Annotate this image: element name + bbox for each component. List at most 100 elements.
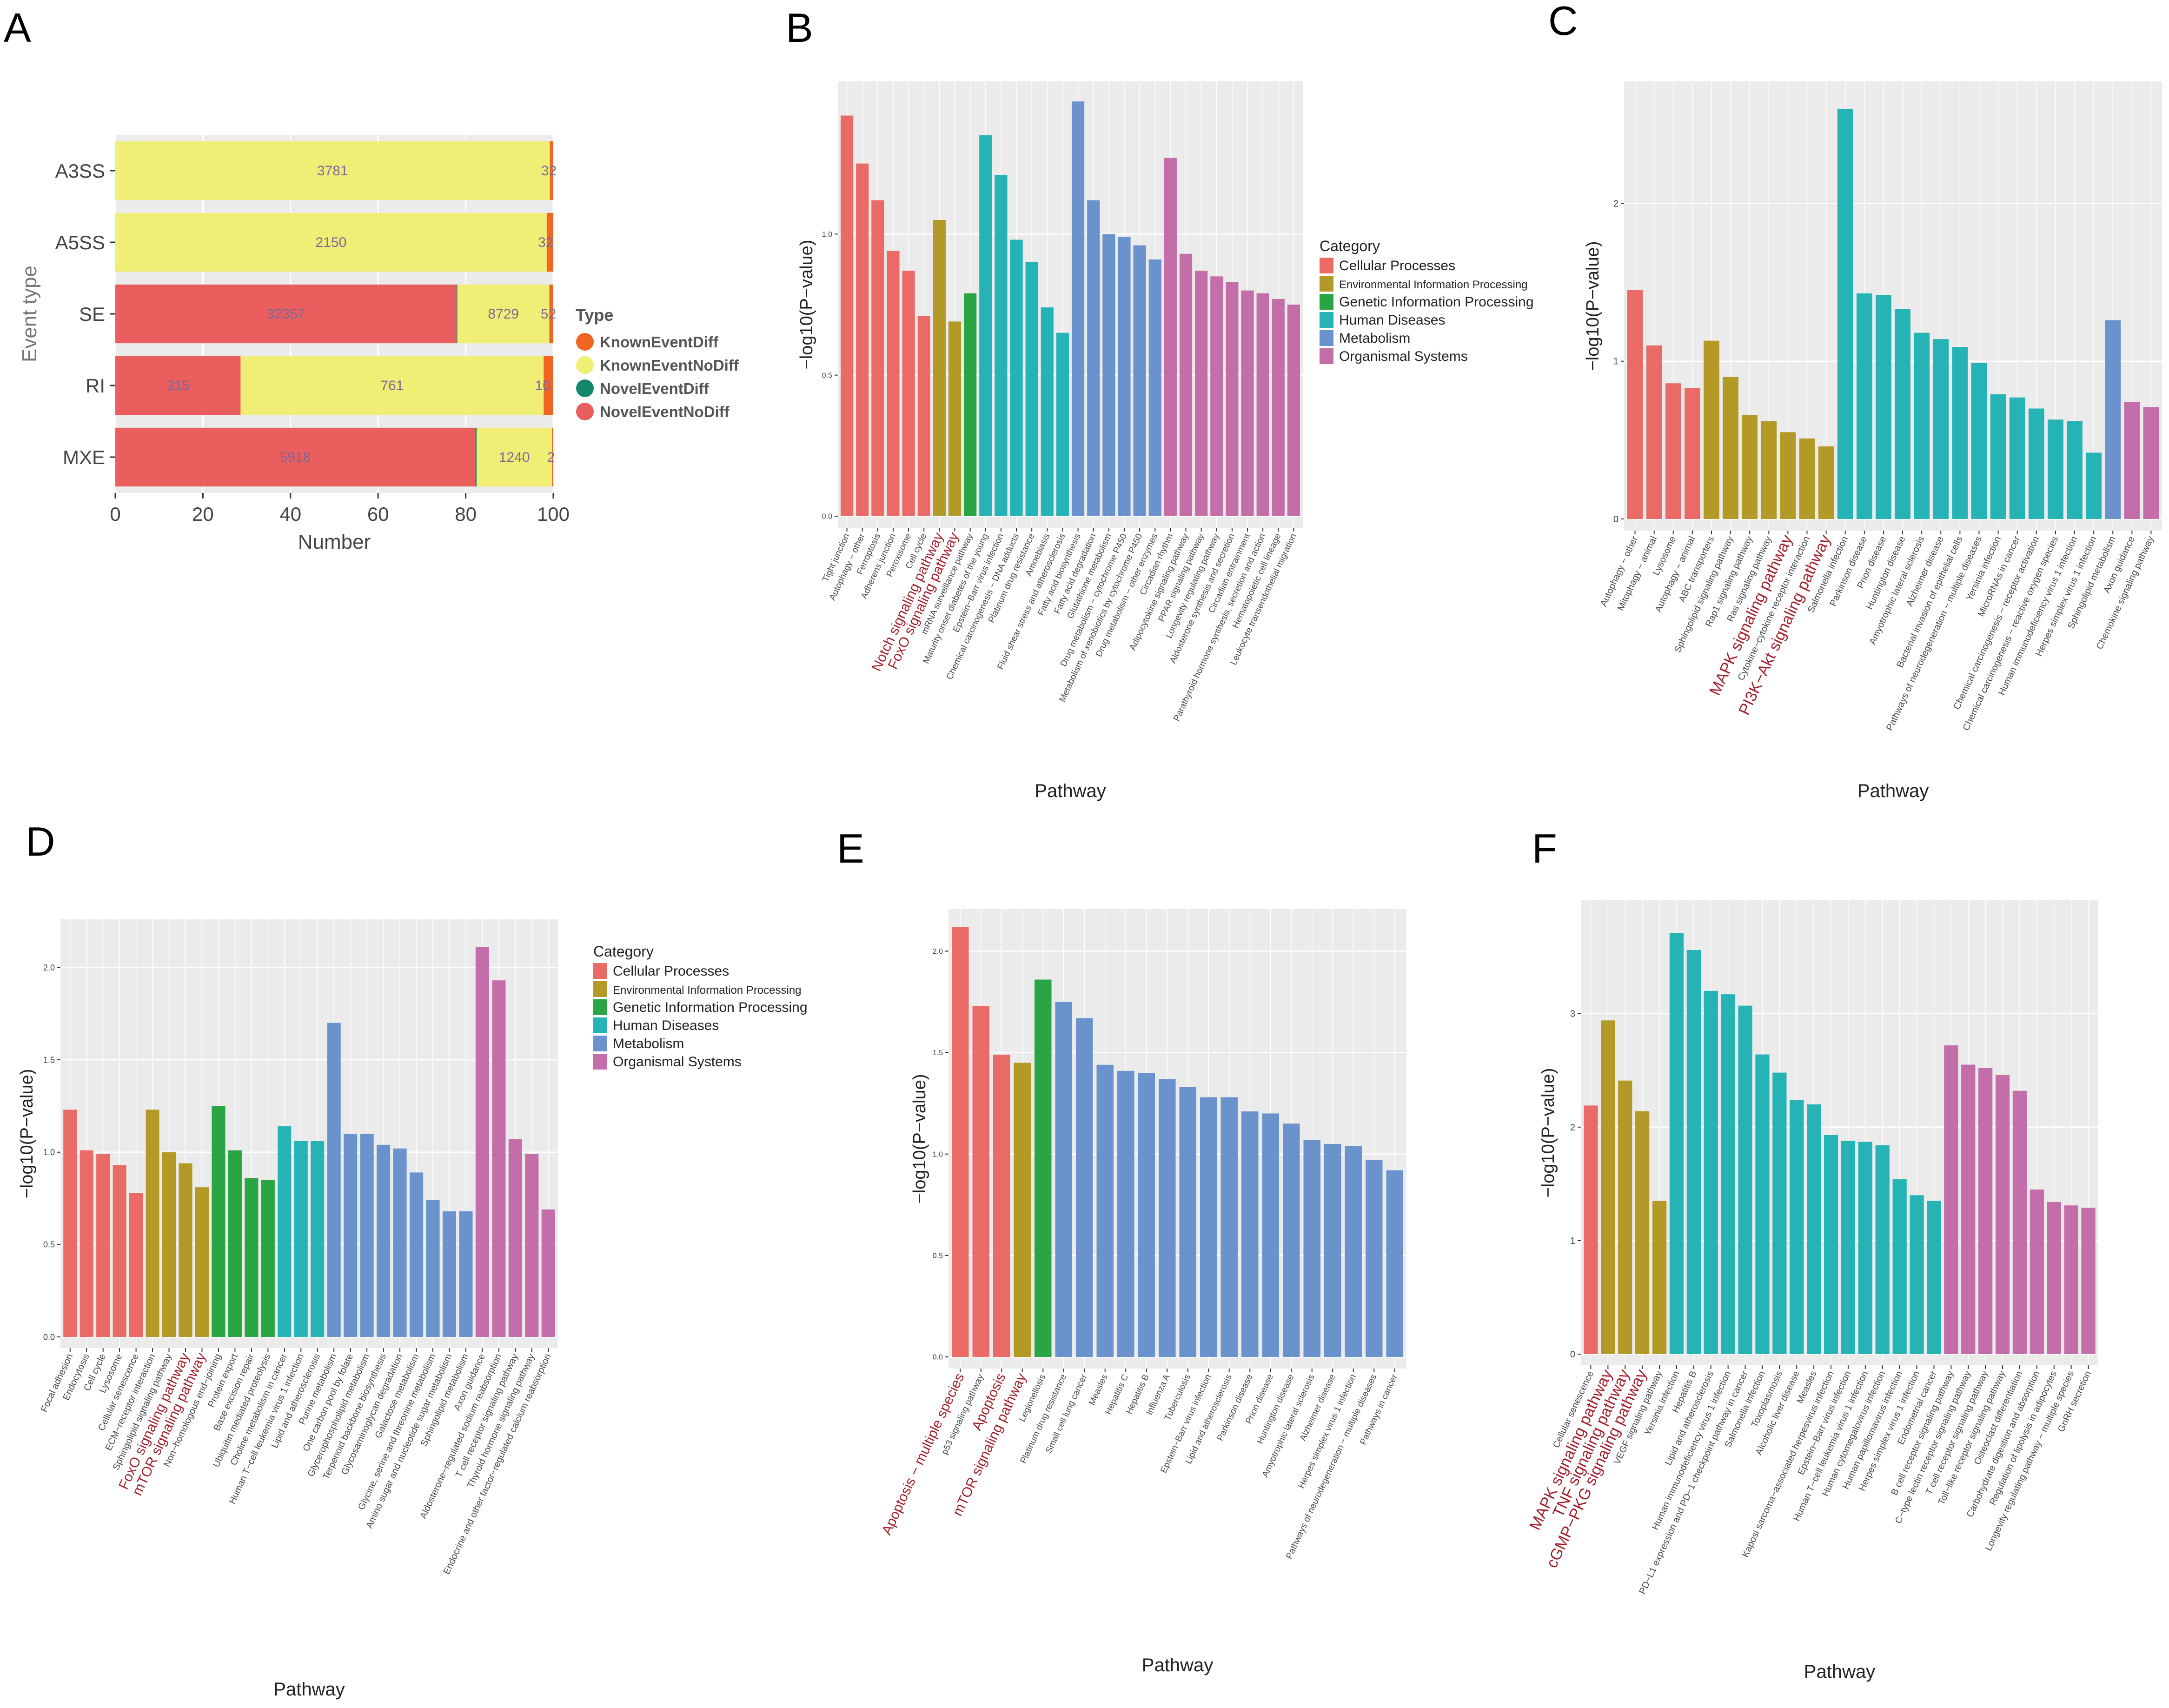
panel-e-bar: [1262, 1113, 1279, 1357]
panel-c-bar: [1704, 340, 1719, 519]
panel-b-bar: [1025, 262, 1038, 516]
panel-d-y-tick-label: 0.0: [43, 1332, 55, 1342]
panel-a-bar-segment: [115, 284, 457, 344]
panel-e-bar: [1096, 1064, 1114, 1357]
panel-b-bar: [1102, 234, 1115, 516]
panel-d-legend-key: [593, 981, 607, 997]
panel-c-bar: [1742, 415, 1758, 519]
panel-a-bar-label: 32: [541, 163, 557, 179]
panel-b-bar: [933, 220, 946, 516]
panel-a-bar-label: 8729: [488, 306, 519, 322]
panel-f-bar: [1635, 1111, 1650, 1354]
panel-a-y-tick-label: MXE: [63, 446, 105, 468]
panel-d-bar: [508, 1139, 522, 1337]
panel-f-bar: [1772, 1072, 1787, 1354]
panel-d-bar: [278, 1126, 292, 1337]
panel-b-bar: [995, 174, 1008, 516]
panel-f-x-axis-title: Pathway: [1804, 1661, 1875, 1682]
panel-d-bar: [212, 1106, 226, 1337]
panel-c-bar: [1646, 345, 1662, 519]
panel-e-y-tick-label: 2.0: [933, 948, 943, 956]
panel-d-bar: [492, 980, 506, 1337]
panel-a-legend-label: KnownEventDiff: [600, 333, 719, 351]
panel-f-bar: [1927, 1201, 1941, 1354]
panel-d-bar: [377, 1144, 391, 1337]
panel-e-bar: [1076, 1018, 1093, 1357]
panel-f-bar: [1995, 1075, 2010, 1354]
panel-d-bar: [63, 1110, 77, 1337]
panel-e-bar: [1055, 1002, 1072, 1357]
panel-a-chart: 020406080100A3SS0378132A5SS0215032SE3235…: [18, 135, 739, 553]
panel-f-bar: [1875, 1145, 1890, 1354]
panel-c-bar: [1914, 332, 1930, 519]
panel-c-bar: [1971, 363, 1987, 519]
panel-b-plot-bg: [838, 81, 1303, 528]
panel-c-x-axis-title: Pathway: [1857, 781, 1929, 801]
panel-b-bar: [1071, 101, 1085, 516]
panel-d-bar: [475, 947, 489, 1337]
panel-label-d: D: [26, 818, 55, 864]
panel-c-bar: [1933, 339, 1949, 519]
panel-a-y-tick-label: SE: [79, 303, 105, 325]
panel-b-legend-label: Organismal Systems: [1339, 349, 1468, 364]
panel-d-bar: [426, 1200, 440, 1337]
panel-a-bar-label: 5918: [280, 450, 311, 465]
panel-b-legend-key: [1320, 348, 1333, 364]
panel-d-bar: [393, 1148, 407, 1337]
panel-d-bar: [459, 1211, 473, 1337]
panel-f-y-tick-label: 1: [1570, 1236, 1575, 1246]
panel-f-bar: [1652, 1201, 1667, 1354]
panel-f-bar: [2081, 1208, 2096, 1354]
panel-a-x-tick-label: 80: [455, 503, 477, 525]
panel-a-bar-segment: [457, 284, 550, 344]
panel-b-bar: [1210, 276, 1223, 516]
panel-b-bar: [1241, 290, 1254, 516]
panel-a-y-tick-label: A5SS: [55, 232, 105, 253]
panel-e-x-tick-label: Measles: [1087, 1373, 1110, 1407]
panel-b-bar: [1195, 271, 1208, 516]
panel-b-bar: [887, 251, 900, 516]
panel-e-bar: [1159, 1079, 1176, 1357]
panel-label-b: B: [786, 5, 813, 51]
panel-a-bar-segment: [546, 213, 553, 272]
panel-b-legend-label: Genetic Information Processing: [1339, 294, 1534, 310]
panel-c-bar: [2009, 397, 2025, 519]
panel-b-bar: [1226, 282, 1239, 516]
panel-e-bar: [1014, 1063, 1031, 1357]
panel-b-bar: [1164, 158, 1177, 516]
panel-e-bar: [1200, 1097, 1217, 1357]
panel-a-legend-label: KnownEventNoDiff: [600, 357, 739, 374]
panel-e-bar: [952, 927, 969, 1357]
panel-f-bar: [1584, 1105, 1598, 1354]
panel-d-bar: [541, 1209, 555, 1337]
panel-b-bar: [1118, 237, 1131, 516]
panel-b-bar: [856, 163, 869, 517]
panel-d-y-axis-title: −log10(P−value): [17, 1069, 37, 1199]
panel-c-bar: [1990, 394, 2006, 519]
panel-d-bar: [179, 1163, 192, 1337]
panel-b-bar: [964, 293, 977, 516]
panel-a-bar-segment: [477, 427, 552, 487]
panel-a-legend-key: [576, 333, 594, 351]
panel-a-bar-segment: [544, 356, 553, 415]
panel-f-bar: [1790, 1100, 1804, 1354]
panel-b-bar: [917, 316, 930, 516]
panel-label-a: A: [4, 5, 31, 51]
panel-d-bar: [96, 1154, 110, 1337]
panel-f-y-tick-label: 0: [1570, 1349, 1575, 1360]
panel-d-bar: [525, 1154, 539, 1337]
panel-e-bar: [1366, 1160, 1383, 1357]
panel-d-legend-label: Cellular Processes: [613, 964, 729, 979]
panel-e-y-tick-label: 1.5: [933, 1049, 943, 1057]
panel-e-bar: [1324, 1143, 1341, 1357]
panel-d-bar: [344, 1134, 358, 1337]
panel-a-y-axis-title: Event type: [18, 266, 41, 362]
panel-c-bar: [1876, 295, 1891, 519]
panel-label-e: E: [837, 825, 864, 871]
panel-a-bar-label: 10: [535, 378, 551, 393]
panel-e-bar: [993, 1054, 1010, 1357]
panel-f-bar: [1669, 933, 1684, 1354]
panel-c-bar: [1723, 377, 1738, 519]
